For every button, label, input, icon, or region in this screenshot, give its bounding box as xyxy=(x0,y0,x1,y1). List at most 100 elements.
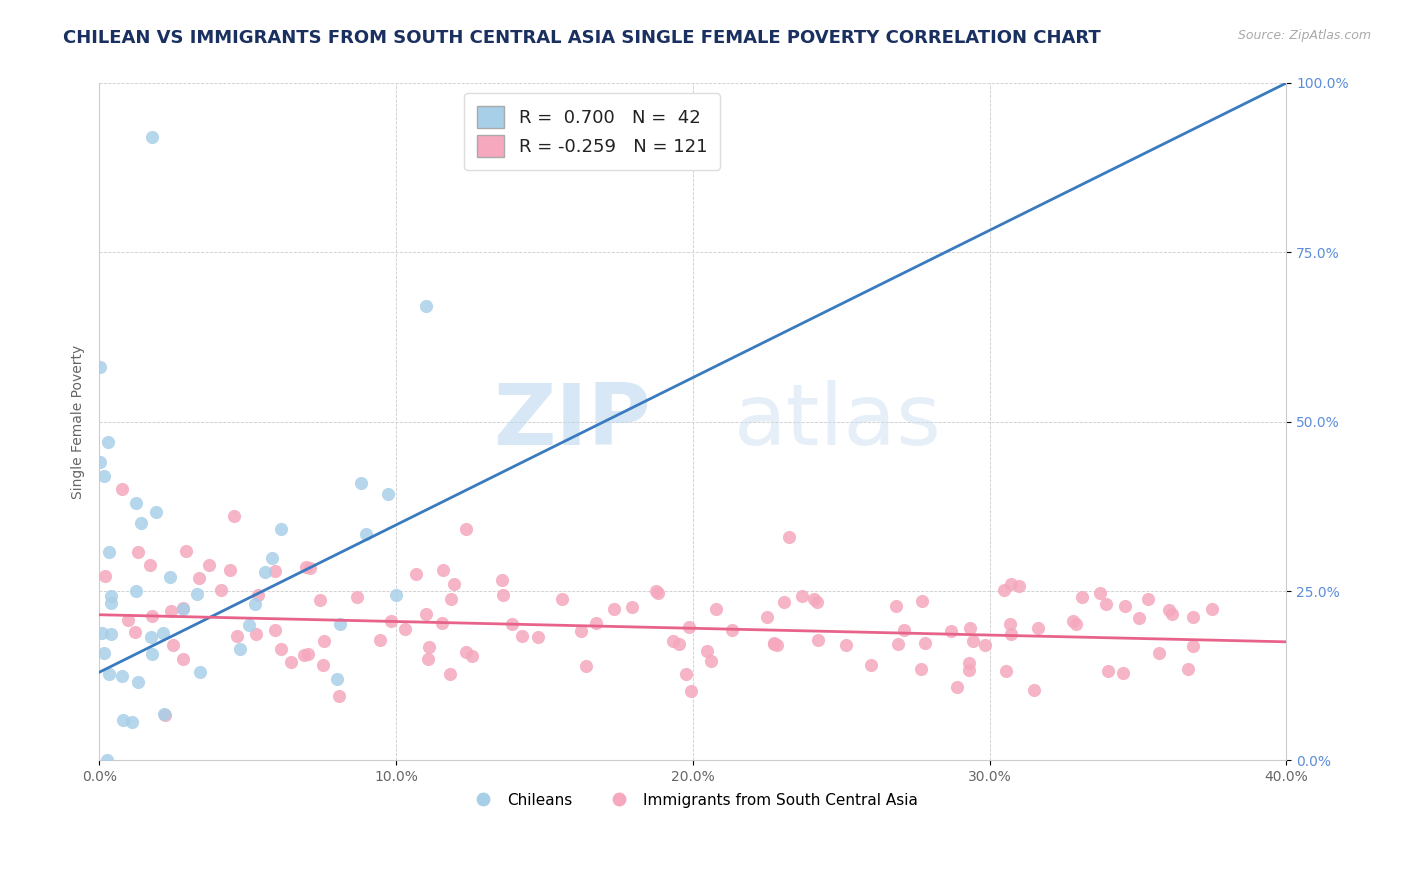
Point xyxy=(312,658,335,673)
Point xyxy=(97,667,120,681)
Point xyxy=(835,639,858,653)
Point xyxy=(117,613,139,627)
Point xyxy=(91,625,114,640)
Point xyxy=(1114,599,1136,613)
Point xyxy=(571,624,593,638)
Point xyxy=(886,599,908,613)
Text: ZIP: ZIP xyxy=(494,380,651,463)
Point xyxy=(893,623,915,637)
Point xyxy=(432,616,454,631)
Point xyxy=(186,587,208,601)
Point xyxy=(188,665,211,679)
Point xyxy=(807,633,830,648)
Point xyxy=(1097,664,1119,678)
Point xyxy=(209,582,232,597)
Text: Source: ZipAtlas.com: Source: ZipAtlas.com xyxy=(1237,29,1371,42)
Point xyxy=(238,618,260,632)
Point xyxy=(443,577,465,591)
Point xyxy=(262,551,284,566)
Point xyxy=(153,707,176,722)
Point xyxy=(887,637,910,651)
Point xyxy=(778,530,800,544)
Point xyxy=(1064,617,1087,632)
Point xyxy=(415,607,437,621)
Point xyxy=(415,299,437,313)
Point xyxy=(1071,591,1094,605)
Point xyxy=(247,588,270,602)
Point xyxy=(763,637,786,651)
Point xyxy=(174,544,197,558)
Text: atlas: atlas xyxy=(734,380,942,463)
Point xyxy=(298,561,321,575)
Point xyxy=(806,595,828,609)
Point xyxy=(501,617,523,632)
Point xyxy=(941,624,963,638)
Point xyxy=(492,588,515,602)
Point xyxy=(297,647,319,661)
Point xyxy=(295,560,318,574)
Point xyxy=(1088,585,1111,599)
Point xyxy=(773,595,796,609)
Point xyxy=(162,638,184,652)
Point xyxy=(454,645,477,659)
Point xyxy=(602,601,624,615)
Point xyxy=(405,566,427,581)
Point xyxy=(766,638,789,652)
Point xyxy=(1062,614,1084,628)
Point xyxy=(96,753,118,767)
Point xyxy=(225,629,247,643)
Point xyxy=(1201,601,1223,615)
Point xyxy=(228,641,250,656)
Point xyxy=(946,680,969,694)
Point xyxy=(418,640,440,654)
Point xyxy=(172,652,194,666)
Point xyxy=(270,642,292,657)
Point xyxy=(756,610,779,624)
Point xyxy=(89,455,111,469)
Point xyxy=(700,654,723,668)
Point xyxy=(762,636,785,650)
Point xyxy=(1095,597,1118,611)
Point xyxy=(962,633,984,648)
Point xyxy=(93,468,115,483)
Point xyxy=(721,624,744,638)
Point xyxy=(792,589,814,603)
Point xyxy=(350,476,373,491)
Point xyxy=(124,625,146,640)
Point xyxy=(662,633,685,648)
Point xyxy=(253,565,276,579)
Point xyxy=(139,558,162,572)
Point xyxy=(647,586,669,600)
Point xyxy=(675,666,697,681)
Point xyxy=(973,638,995,652)
Point xyxy=(159,604,181,618)
Legend: Chileans, Immigrants from South Central Asia: Chileans, Immigrants from South Central … xyxy=(461,787,924,814)
Point xyxy=(994,664,1017,678)
Point xyxy=(198,558,221,573)
Point xyxy=(346,590,368,604)
Point xyxy=(94,568,117,582)
Point xyxy=(461,648,484,663)
Point xyxy=(89,360,111,375)
Point xyxy=(93,646,115,660)
Point xyxy=(111,669,134,683)
Point xyxy=(111,483,134,497)
Point xyxy=(1008,579,1031,593)
Point xyxy=(354,526,377,541)
Point xyxy=(222,508,245,523)
Point xyxy=(380,614,402,628)
Point xyxy=(575,658,598,673)
Point xyxy=(309,593,332,607)
Point xyxy=(1128,611,1150,625)
Point xyxy=(914,636,936,650)
Point xyxy=(112,714,135,728)
Point xyxy=(416,652,439,666)
Point xyxy=(551,591,574,606)
Point xyxy=(803,591,825,606)
Point xyxy=(910,662,932,676)
Point xyxy=(957,664,980,678)
Point xyxy=(620,599,643,614)
Point xyxy=(456,521,478,535)
Point xyxy=(1000,626,1022,640)
Point xyxy=(394,623,416,637)
